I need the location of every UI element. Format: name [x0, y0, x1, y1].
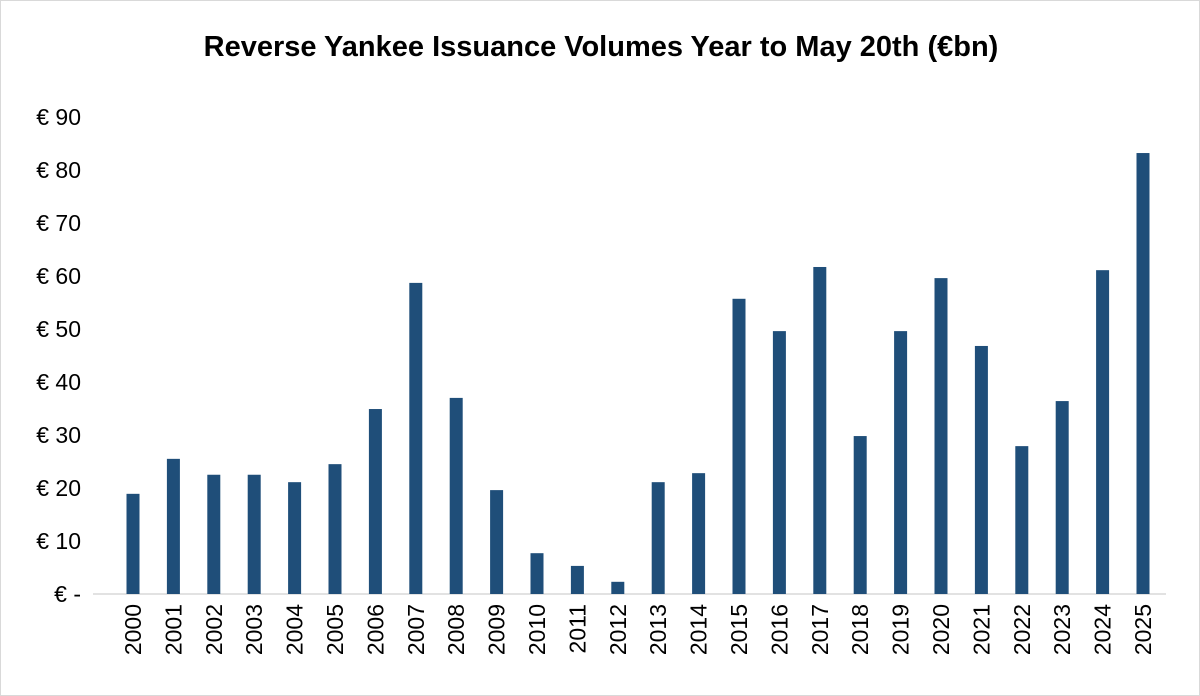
x-tick-label: 2009 [484, 604, 510, 655]
bar-2006 [368, 409, 382, 594]
x-tick-label: 2007 [403, 604, 429, 655]
bar-2004 [288, 482, 302, 594]
bar-2018 [853, 436, 867, 594]
y-tick-label: € 20 [36, 475, 81, 501]
x-tick-label: 2001 [160, 604, 186, 655]
x-tick-label: 2005 [322, 604, 348, 655]
x-tick-label: 2020 [928, 604, 954, 655]
x-tick-label: 2017 [807, 604, 833, 655]
bar-2014 [692, 473, 706, 594]
bar-2023 [1055, 401, 1069, 594]
bar-2009 [490, 490, 504, 594]
bar-2024 [1096, 270, 1110, 594]
x-tick-label: 2015 [726, 604, 752, 655]
bar-2022 [1015, 446, 1029, 594]
x-tick-label: 2003 [241, 604, 267, 655]
y-tick-label: € 70 [36, 210, 81, 236]
y-tick-label: € 40 [36, 369, 81, 395]
bar-2016 [772, 331, 786, 594]
y-tick-label: € 80 [36, 157, 81, 183]
bar-2005 [328, 464, 342, 594]
y-tick-label: € 30 [36, 422, 81, 448]
x-tick-label: 2006 [362, 604, 388, 655]
y-tick-label: € 90 [36, 104, 81, 130]
bar-2012 [611, 581, 625, 594]
x-tick-label: 2011 [564, 604, 590, 653]
y-tick-label: € 60 [36, 263, 81, 289]
x-tick-label: 2021 [968, 604, 994, 655]
bar-2017 [813, 266, 827, 594]
bar-2010 [530, 553, 544, 594]
chart-title: Reverse Yankee Issuance Volumes Year to … [203, 31, 999, 63]
bar-2001 [166, 458, 180, 594]
bar-2019 [894, 331, 908, 594]
x-tick-label: 2018 [847, 604, 873, 655]
bar-2011 [570, 565, 584, 594]
y-tick-label: € - [54, 581, 81, 607]
x-tick-label: 2024 [1090, 604, 1116, 655]
bar-2020 [934, 278, 948, 594]
y-tick-label: € 50 [36, 316, 81, 342]
y-tick-label: € 10 [36, 528, 81, 554]
x-tick-label: 2002 [201, 604, 227, 655]
x-tick-label: 2000 [120, 604, 146, 655]
x-tick-label: 2019 [888, 604, 914, 655]
x-tick-label: 2022 [1009, 604, 1035, 655]
x-tick-label: 2008 [443, 604, 469, 655]
x-tick-label: 2012 [605, 604, 631, 655]
bar-2002 [207, 474, 221, 594]
x-tick-label: 2016 [766, 604, 792, 655]
x-tick-label: 2004 [282, 604, 308, 655]
bar-2007 [409, 282, 423, 594]
bar-2003 [247, 474, 261, 594]
bar-2000 [126, 493, 140, 594]
bar-2021 [974, 345, 988, 594]
bar-2025 [1136, 153, 1150, 595]
x-tick-label: 2010 [524, 604, 550, 655]
bar-2013 [651, 482, 665, 594]
x-tick-label: 2014 [686, 604, 712, 655]
bar-2015 [732, 298, 746, 594]
bar-2008 [449, 397, 463, 594]
x-tick-label: 2013 [645, 604, 671, 655]
x-tick-label: 2023 [1049, 604, 1075, 655]
x-tick-label: 2025 [1130, 604, 1156, 655]
